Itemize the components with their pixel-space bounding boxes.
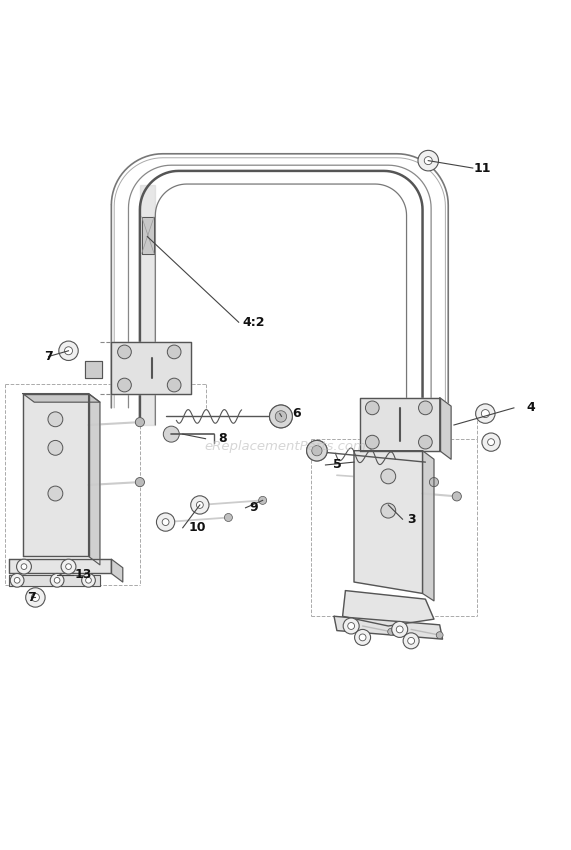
Circle shape [118,378,131,392]
Circle shape [355,629,371,645]
Circle shape [196,502,203,508]
Circle shape [259,496,267,504]
Circle shape [419,435,432,449]
Circle shape [59,341,78,360]
Circle shape [365,401,379,415]
Circle shape [65,347,73,354]
Polygon shape [334,616,443,639]
Circle shape [476,404,495,423]
Circle shape [163,426,179,442]
Circle shape [482,433,500,451]
Polygon shape [354,450,423,593]
Circle shape [396,626,403,633]
Circle shape [17,559,31,574]
Polygon shape [360,398,440,450]
Circle shape [86,577,91,583]
Circle shape [275,411,287,422]
Circle shape [419,401,432,415]
Circle shape [381,503,396,518]
Text: 7: 7 [44,350,53,363]
Circle shape [66,564,71,570]
Circle shape [14,577,20,583]
Text: 3: 3 [407,513,416,525]
Circle shape [167,378,181,392]
Text: 9: 9 [250,502,259,514]
Circle shape [270,405,292,428]
Circle shape [481,410,489,417]
Polygon shape [111,343,191,394]
Text: 10: 10 [188,521,206,535]
Circle shape [48,440,63,456]
Circle shape [162,518,169,525]
Circle shape [135,417,144,427]
Circle shape [82,574,95,587]
Circle shape [31,593,39,602]
Circle shape [307,440,327,461]
Polygon shape [9,575,100,586]
Text: 7: 7 [27,591,36,604]
Circle shape [418,150,439,171]
Polygon shape [23,394,89,557]
Circle shape [408,638,415,644]
Polygon shape [343,591,434,626]
Polygon shape [142,217,154,253]
Polygon shape [85,361,102,378]
Circle shape [343,618,359,634]
Circle shape [307,440,327,461]
Polygon shape [440,398,451,459]
Circle shape [48,486,63,501]
Circle shape [424,156,432,165]
Circle shape [224,513,232,522]
Polygon shape [9,559,111,574]
Circle shape [61,559,76,574]
Circle shape [359,634,366,641]
Circle shape [392,621,408,638]
Text: 11: 11 [474,162,491,174]
Circle shape [191,496,209,514]
Circle shape [388,628,395,635]
Text: 4:2: 4:2 [243,315,266,329]
Circle shape [10,574,24,587]
Circle shape [167,345,181,359]
Circle shape [436,632,443,638]
Polygon shape [23,394,100,402]
Circle shape [429,478,439,487]
Circle shape [488,439,494,445]
Circle shape [54,577,60,583]
Circle shape [365,435,379,449]
Text: 6: 6 [292,407,301,420]
Circle shape [403,633,419,649]
Text: 8: 8 [218,432,227,445]
Polygon shape [89,394,100,565]
Circle shape [135,478,144,487]
Circle shape [348,622,355,629]
Circle shape [48,412,63,427]
Circle shape [312,445,322,456]
Text: eReplacementParts.com: eReplacementParts.com [204,440,367,453]
Circle shape [452,492,461,501]
Circle shape [270,405,292,428]
Circle shape [118,345,131,359]
Circle shape [156,513,175,531]
Text: 5: 5 [332,458,341,472]
Polygon shape [111,559,123,582]
Circle shape [26,587,45,607]
Circle shape [381,469,396,484]
Circle shape [21,564,27,570]
Text: 4: 4 [526,401,536,414]
Polygon shape [423,450,434,601]
Text: 13: 13 [74,568,91,581]
Polygon shape [140,185,155,425]
Circle shape [50,574,64,587]
